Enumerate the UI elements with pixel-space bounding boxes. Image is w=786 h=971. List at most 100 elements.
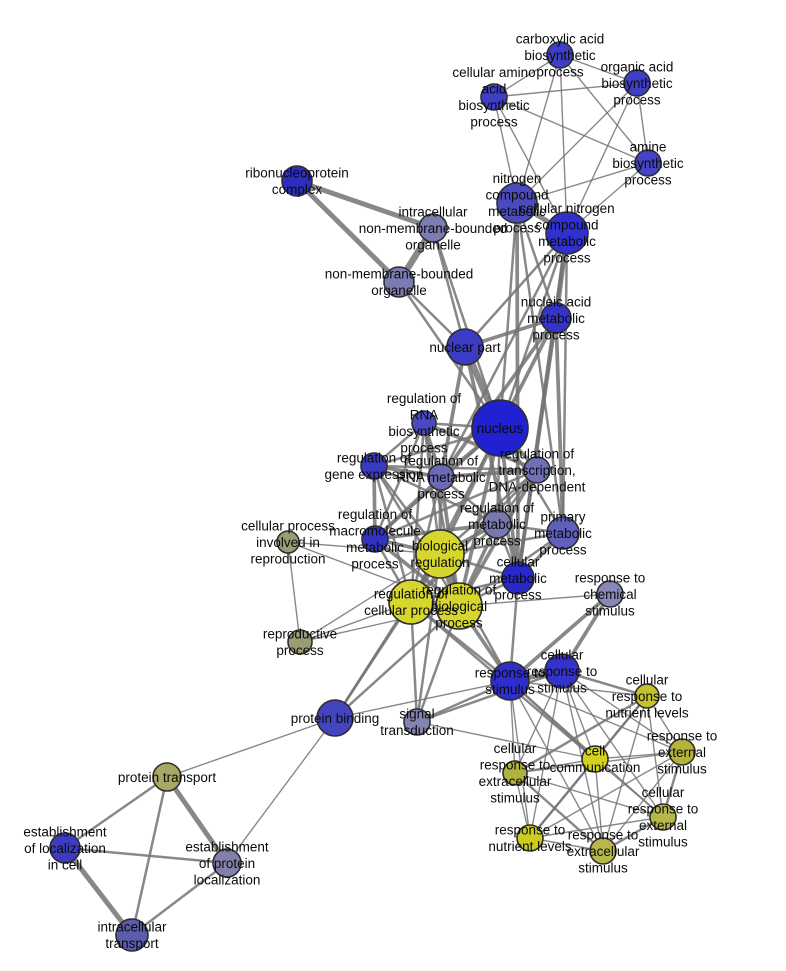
node-amine[interactable]: [634, 149, 662, 177]
node-label-organelle: non-membrane-bounded organelle: [325, 267, 474, 299]
node-regGeneExpr[interactable]: [360, 452, 388, 480]
node-nitrogen[interactable]: [496, 182, 538, 224]
edge-regGeneExpr-regTransc: [372, 464, 539, 472]
node-regCellProc[interactable]: [388, 579, 434, 625]
edge-organicAcid-cellNitrogen: [566, 82, 638, 234]
node-proteinTransport[interactable]: [152, 762, 182, 792]
edge-proteinBinding-proteinTransport: [166, 717, 336, 778]
node-label-regRNAbio: regulation of RNA biosynthetic process: [387, 391, 462, 456]
edge-organicAcid-nitrogen: [516, 82, 638, 204]
node-label-estProtLoc: establishment of protein localization: [185, 839, 269, 887]
node-cellMet[interactable]: [501, 561, 535, 595]
edge-regBioProc-proteinBinding: [333, 604, 461, 720]
node-primaryMet[interactable]: [546, 516, 580, 550]
node-label-cellRespNutrient: cellular response to nutrient levels: [605, 672, 689, 720]
node-estLoc[interactable]: [49, 832, 81, 864]
node-label-regGeneExpr: regulation of gene expression: [324, 451, 423, 483]
edge-cellNitrogen-primaryMet: [561, 231, 569, 535]
node-nucleus[interactable]: [471, 399, 529, 457]
edge-carbox-cellNitrogen: [559, 54, 568, 234]
node-respChem[interactable]: [596, 580, 624, 608]
edge-nucleicAcid-primaryMet: [554, 316, 565, 535]
node-label-intraTransport: intracellular transport: [97, 920, 167, 952]
node-nucleicAcid[interactable]: [540, 302, 572, 334]
edge-regBioProc-respChem: [458, 593, 611, 607]
node-aminoAcid[interactable]: [480, 83, 508, 111]
edge-regRNAmet-regTransc: [439, 468, 539, 479]
node-label-cellRespStim: cellular response to stimulus: [527, 647, 598, 695]
node-respExternal[interactable]: [668, 738, 696, 766]
node-respStim[interactable]: [490, 661, 530, 701]
node-respExtra[interactable]: [589, 837, 617, 865]
node-ribo[interactable]: [281, 165, 313, 197]
node-estProtLoc[interactable]: [212, 848, 242, 878]
edge-aminoAcid-amine: [493, 96, 649, 164]
edge-cellRespExtra-cellRespExternal: [514, 772, 664, 818]
node-label-respChem: response to chemical stimulus: [575, 570, 646, 618]
node-regBioProc[interactable]: [435, 582, 483, 630]
edge-respChem-respStim: [508, 592, 612, 683]
node-label-estLoc: establishment of localization in cell: [23, 824, 107, 872]
node-regRNAbio[interactable]: [411, 410, 437, 436]
edge-aminoAcid-cellNitrogen: [493, 96, 568, 234]
edge-proteinTransport-estLoc: [63, 775, 169, 850]
node-carbox[interactable]: [546, 41, 574, 69]
node-cellComm[interactable]: [581, 745, 609, 773]
node-regTransc[interactable]: [523, 456, 551, 484]
edge-regTransc-regMacromol: [373, 468, 539, 541]
edge-respExternal-respNutrient: [529, 751, 683, 839]
node-bioReg[interactable]: [415, 529, 465, 579]
node-regRNAmet[interactable]: [427, 463, 455, 491]
edge-nitrogen-cellMet: [515, 201, 520, 580]
node-reproductive[interactable]: [287, 629, 313, 655]
node-label-aminoAcid: cellular amino acid biosynthetic process: [452, 65, 535, 130]
node-label-cellNitrogen: cellular nitrogen compound metabolic proces…: [519, 201, 614, 265]
edge-regRNAmet-regMacromol: [373, 475, 443, 541]
node-label-proteinBinding: protein binding: [291, 711, 380, 726]
node-label-regMacromol: regulation of macromolecule metabolic proce…: [329, 507, 421, 572]
node-label-respStim: response to stimulus: [475, 666, 546, 698]
edge-bioReg-signalTrans: [415, 552, 442, 724]
node-cellRespStim[interactable]: [544, 653, 580, 689]
node-label-signalTrans: signal transduction: [380, 707, 454, 739]
node-label-carbox: carboxylic acid biosynthetic process: [516, 31, 605, 79]
node-cellRespExternal[interactable]: [649, 803, 677, 831]
edge-regGeneExpr-regCellProc: [372, 464, 413, 604]
node-regMacromol[interactable]: [361, 525, 389, 553]
node-cellProcRepro[interactable]: [276, 530, 300, 554]
node-label-amine: amine biosynthetic process: [612, 139, 684, 187]
edge-nuclearPart-regRNAmet: [439, 345, 467, 479]
edge-respStim-respNutrient: [509, 680, 531, 839]
node-label-respNutrient: response to nutrient levels: [488, 823, 572, 855]
node-nuclearPart[interactable]: [446, 328, 484, 366]
node-cellNitrogen[interactable]: [545, 211, 589, 255]
edge-respNutrient-cellRespExternal: [529, 816, 664, 839]
node-intraOrganelle[interactable]: [418, 213, 448, 243]
node-proteinBinding[interactable]: [316, 699, 354, 737]
edge-cellRespExtra-respExtra: [513, 771, 605, 853]
node-label-proteinTransport: protein transport: [118, 770, 217, 785]
edge-nitrogen-nucleus: [498, 201, 519, 430]
edge-ribo-organelle: [294, 178, 402, 285]
node-organelle[interactable]: [383, 266, 415, 298]
edge-proteinBinding-estProtLoc: [226, 717, 336, 864]
node-signalTrans[interactable]: [403, 708, 431, 736]
edge-bioReg-cellProcRepro: [287, 541, 441, 555]
node-label-regCellProc: regulation of cellular process: [364, 587, 458, 619]
node-intraTransport[interactable]: [115, 918, 149, 952]
node-regMet[interactable]: [482, 509, 512, 539]
node-label-regRNAmet: regulation of RNA metabolic process: [396, 453, 486, 501]
node-cellRespNutrient[interactable]: [634, 683, 660, 709]
edge-intraTransport-estProtLoc: [130, 861, 229, 937]
node-label-cellComm: cell communication: [550, 744, 641, 776]
node-respNutrient[interactable]: [516, 824, 544, 852]
node-label-regMet: regulation of metabolic process: [460, 500, 535, 548]
node-cellRespExtra[interactable]: [502, 760, 528, 786]
edge-carbox-amine: [559, 54, 649, 164]
edge-regBioProc-reproductive: [299, 605, 460, 643]
node-organicAcid[interactable]: [623, 69, 651, 97]
node-label-intraOrganelle: intracellular non-membrane-bounded organel…: [359, 204, 508, 252]
edge-respExternal-respExtra: [602, 751, 683, 852]
node-label-nuclearPart: nuclear part: [429, 340, 501, 355]
node-label-nitrogen: nitrogen compound metabolic process: [485, 171, 548, 236]
